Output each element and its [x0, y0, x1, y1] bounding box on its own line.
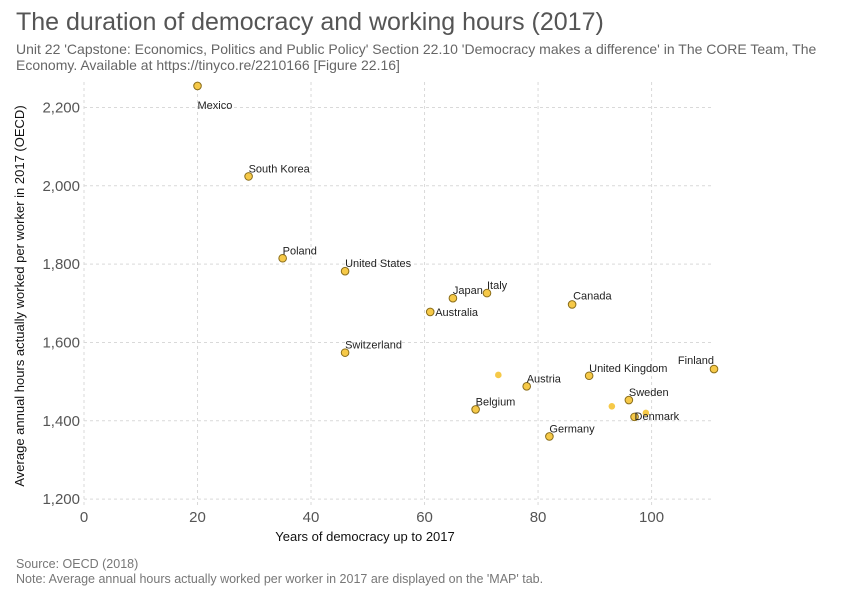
point-labels: Mexico South Korea Poland United States Japa… [198, 100, 714, 436]
scatter-point [471, 405, 480, 414]
scatter-point [482, 288, 492, 298]
scatter-point [340, 266, 350, 276]
point-label: South Korea [249, 163, 311, 175]
scatter-point [340, 348, 350, 357]
x-tick-label: 0 [80, 509, 88, 526]
point-label: Finland [678, 355, 714, 367]
x-tick-label: 60 [416, 509, 433, 526]
scatter-point [193, 81, 202, 91]
scatter-point [244, 172, 253, 181]
scatter-point [425, 307, 435, 317]
point-label: United States [345, 258, 412, 270]
point-label: Italy [487, 280, 508, 292]
y-tick-label: 2,000 [42, 178, 80, 195]
source-text: Source: OECD (2018) [16, 557, 139, 571]
scatter-point [642, 409, 650, 417]
scatter-point [448, 293, 458, 303]
scatter-point [495, 371, 502, 379]
axis-ticks: 0 20 40 60 80 100 1,200 1,400 1,600 1,800 2,000 2,2… [42, 99, 664, 526]
point-label: Denmark [635, 411, 680, 423]
y-tick-label: 1,400 [42, 413, 80, 430]
y-tick-label: 1,200 [42, 491, 80, 508]
scatter-point [567, 300, 577, 309]
x-tick-label: 20 [189, 509, 206, 526]
point-label: Sweden [629, 387, 669, 399]
point-label: Australia [435, 307, 479, 319]
scatter-point [545, 432, 554, 441]
chart-title: The duration of democracy and working ho… [16, 8, 604, 36]
y-tick-label: 2,200 [42, 99, 80, 116]
x-tick-label: 100 [639, 509, 664, 526]
point-label: Japan [453, 285, 483, 297]
point-label: United Kingdom [589, 363, 667, 375]
scatter-point [630, 412, 639, 422]
scatter-point [608, 403, 616, 410]
scatter-point [522, 382, 532, 391]
chart-subtitle: Unit 22 'Capstone: Economics, Politics a… [16, 41, 817, 73]
point-label: Switzerland [345, 340, 402, 352]
scatter-point [278, 253, 287, 263]
point-label: Canada [573, 290, 612, 302]
scatter-point [584, 371, 594, 381]
point-label: Germany [549, 423, 595, 435]
point-label: Belgium [476, 396, 516, 408]
x-tick-label: 80 [530, 509, 547, 526]
note-text: Note: Average annual hours actually work… [16, 572, 544, 586]
point-label: Poland [283, 245, 317, 257]
x-axis-label: Years of democracy up to 2017 [275, 529, 454, 544]
y-tick-label: 1,800 [42, 256, 80, 273]
data-points [193, 81, 719, 441]
grid-lines [83, 82, 714, 505]
y-axis-label: Average annual hours actually worked per… [12, 105, 27, 486]
x-tick-label: 40 [303, 509, 320, 526]
scatter-point [624, 395, 634, 405]
scatter-point [709, 364, 719, 374]
point-label: Austria [527, 373, 562, 385]
y-tick-label: 1,600 [42, 334, 80, 351]
point-label: Mexico [198, 100, 233, 112]
